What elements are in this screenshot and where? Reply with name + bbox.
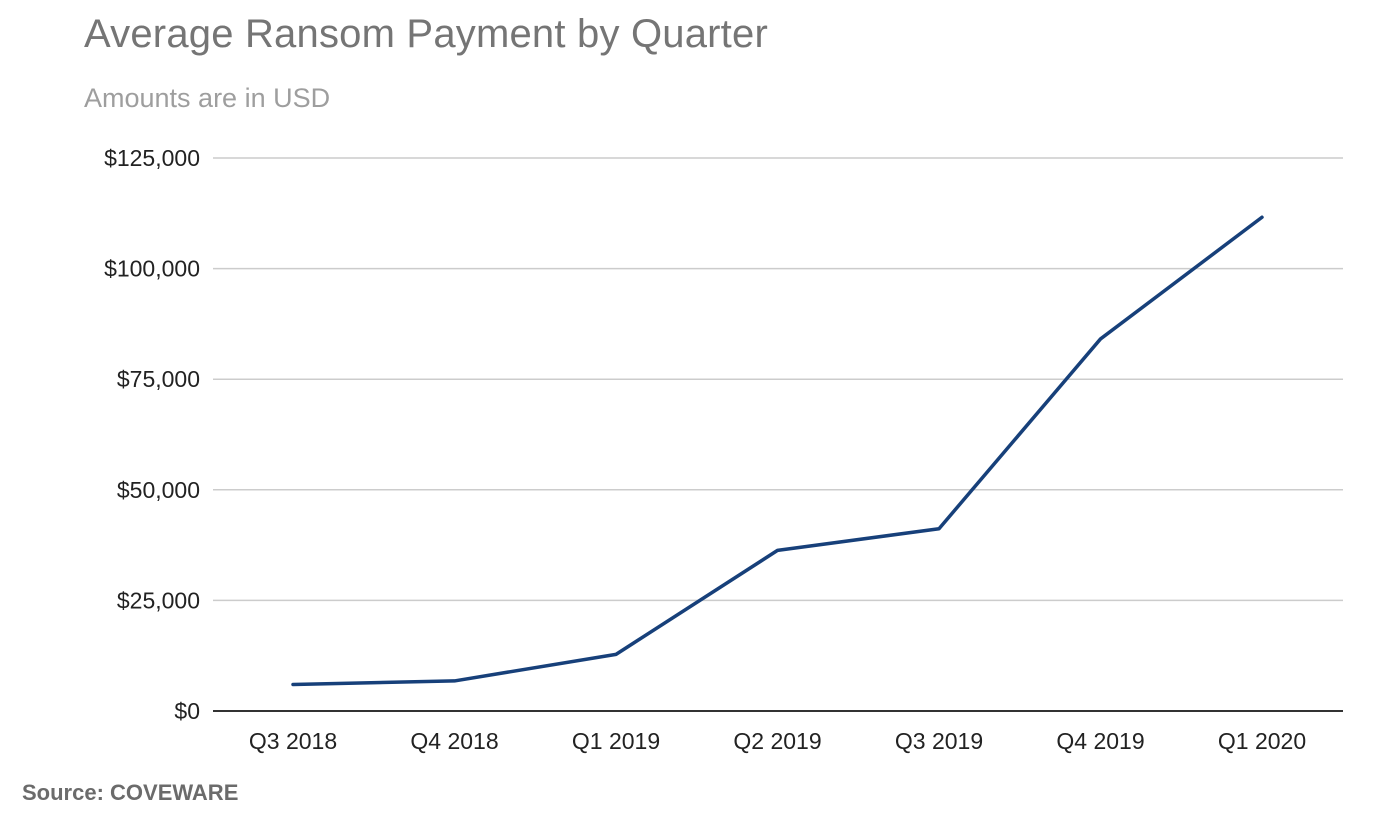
data-point (1260, 215, 1264, 219)
y-tick-label: $100,000 (104, 256, 200, 282)
y-tick-label: $125,000 (104, 145, 200, 171)
axis: $0 $25,000 $50,000 $75,000 $100,000 $125,000 Q… (104, 145, 1306, 754)
x-tick-label: Q3 2018 (249, 728, 337, 754)
x-tick-label: Q4 2019 (1056, 728, 1144, 754)
x-tick-label: Q1 2020 (1218, 728, 1306, 754)
source-note: Source: COVEWARE (22, 780, 239, 805)
y-tick-label: $0 (174, 698, 200, 724)
data-point (937, 527, 941, 531)
x-tick-label: Q4 2018 (410, 728, 498, 754)
chart-title: Average Ransom Payment by Quarter (84, 12, 768, 56)
x-tick-label: Q3 2019 (895, 728, 983, 754)
series-layer (291, 215, 1264, 687)
y-tick-label: $25,000 (117, 587, 200, 613)
gridlines (213, 157, 1343, 712)
series-line (291, 215, 1264, 687)
x-tick-label: Q1 2019 (572, 728, 660, 754)
x-tick-label: Q2 2019 (733, 728, 821, 754)
data-point (291, 682, 295, 686)
data-point (1099, 337, 1103, 341)
y-tick-label: $75,000 (117, 366, 200, 392)
y-tick-label: $50,000 (117, 477, 200, 503)
data-point (776, 548, 780, 552)
chart-subtitle: Amounts are in USD (84, 83, 331, 113)
data-point (614, 652, 618, 656)
data-point (453, 679, 457, 683)
